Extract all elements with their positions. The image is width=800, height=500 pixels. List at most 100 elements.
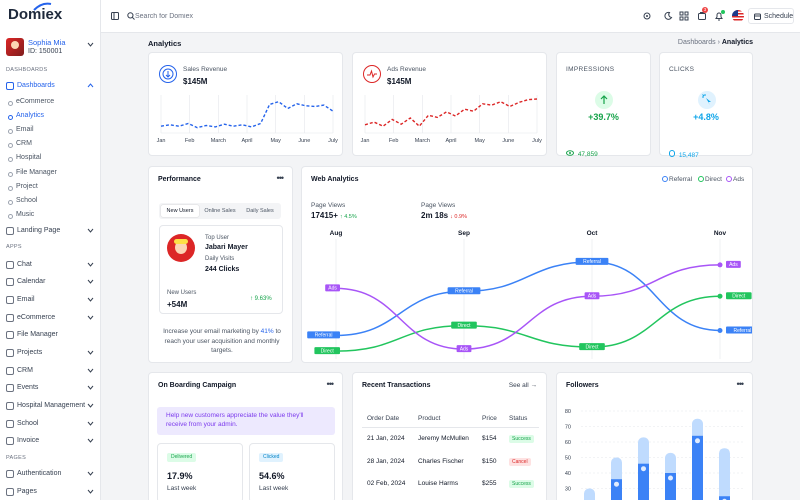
settings-icon[interactable] (642, 11, 652, 21)
chat-icon (6, 261, 14, 269)
x-tick-label: March (211, 138, 226, 144)
sidebar-sub-ecommerce[interactable]: eCommerce (8, 98, 54, 106)
legend-referral[interactable]: Referral (662, 176, 692, 183)
data-label-bg (726, 292, 752, 300)
sidebar-item-authentication[interactable]: Authentication (6, 470, 96, 481)
x-tick-label: May (270, 138, 281, 144)
chevron-down-icon (87, 350, 94, 355)
tab-online-sales[interactable]: Online Sales (204, 208, 236, 214)
search-input[interactable] (135, 9, 285, 23)
x-tick-label: Sep (458, 230, 470, 237)
avatar (167, 234, 195, 262)
transactions-card: Recent Transactions See all → Order Date… (352, 372, 547, 500)
breadcrumb-parent[interactable]: Dashboards (677, 39, 716, 46)
language-flag-icon[interactable] (732, 10, 744, 22)
pages-icon (6, 488, 14, 496)
sidebar-item-file-manager[interactable]: File Manager (6, 331, 96, 342)
y-tick-label: 40 (565, 471, 571, 477)
tab-new-users[interactable]: New Users (161, 205, 199, 217)
sidebar-item-crm[interactable]: CRM (6, 367, 96, 378)
bar-dot (695, 438, 700, 444)
sidebar-item-pages[interactable]: Pages (6, 488, 96, 499)
data-label: Ads (588, 294, 597, 300)
sidebar: Domiex Sophia Mia ID: 150001 DASHBOARDS … (0, 0, 101, 500)
see-all-link[interactable]: See all → (508, 382, 537, 389)
legend-ads[interactable]: Ads (726, 176, 744, 183)
x-tick-label: June (502, 138, 514, 144)
dark-mode-icon[interactable] (663, 11, 673, 21)
table-cell-product: Jeremy McMullen (418, 435, 469, 442)
sidebar-item-email[interactable]: Email (6, 296, 96, 307)
clicked-sub: Last week (259, 485, 289, 492)
breadcrumb-separator-icon: › (717, 39, 722, 46)
y-tick-label: 30 (565, 487, 571, 493)
sidebar-item-landing-page[interactable]: Landing Page (6, 227, 96, 238)
sidebar-item-chat[interactable]: Chat (6, 261, 96, 272)
tab-daily-sales[interactable]: Daily Sales (246, 208, 274, 214)
chevron-down-icon (87, 262, 94, 267)
user-profile[interactable]: Sophia Mia ID: 150001 (6, 37, 96, 59)
sidebar-sub-project[interactable]: Project (8, 183, 38, 191)
impressions-change: +39.7% (588, 112, 619, 122)
sidebar-item-invoice[interactable]: Invoice (6, 437, 96, 448)
sparkline-series (160, 100, 334, 129)
sidebar-sub-crm[interactable]: CRM (8, 140, 32, 148)
data-point (717, 262, 723, 268)
menu-toggle-icon[interactable] (111, 12, 119, 20)
notification-count-badge: 3 (702, 7, 708, 13)
sidebar-item-hospital-management[interactable]: Hospital Management (6, 402, 96, 413)
data-label: Referral (734, 328, 752, 334)
brand-logo[interactable]: Domiex (8, 2, 62, 23)
sidebar-item-school[interactable]: School (6, 420, 96, 431)
top-user-label: Top User (205, 235, 230, 241)
sidebar-sub-music[interactable]: Music (8, 211, 34, 219)
breadcrumb-current: Analytics (721, 39, 753, 46)
sidebar-sub-email[interactable]: Email (8, 126, 34, 134)
onboarding-notice: Help new customers appreciate the value … (157, 407, 335, 435)
col-status: Status (509, 415, 528, 422)
x-tick-label: April (445, 138, 456, 144)
legend-direct[interactable]: Direct (698, 176, 722, 183)
page-title: Analytics (148, 39, 182, 48)
sidebar-sub-hospital[interactable]: Hospital (8, 154, 41, 162)
bar-dot (641, 466, 646, 472)
more-options-icon[interactable]: ••• (736, 379, 745, 389)
performance-note: Increase your email marketing by 41% to … (163, 328, 281, 354)
x-tick-label: Feb (389, 138, 398, 144)
schedule-button[interactable]: Schedule (748, 8, 794, 24)
sidebar-item-ecommerce[interactable]: eCommerce (6, 314, 96, 325)
data-label-bg (584, 292, 600, 300)
status-badge: Success (509, 480, 534, 488)
sidebar-item-calendar[interactable]: Calendar (6, 278, 96, 289)
performance-card: Performance ••• New Users Online Sales D… (148, 166, 293, 363)
data-label: Direct (585, 344, 599, 350)
data-label-bg (575, 257, 609, 265)
clicks-count: 15,487 (669, 150, 699, 159)
col-order-date: Order Date (367, 415, 400, 422)
sidebar-sub-school[interactable]: School (8, 197, 37, 205)
apps-grid-icon[interactable] (679, 11, 689, 21)
sales-revenue-sparkline: Jan Feb March April May June July (157, 95, 338, 144)
sales-revenue-value: $145M (183, 77, 208, 86)
sidebar-item-dashboards[interactable]: Dashboards (6, 82, 96, 93)
more-options-icon[interactable]: ••• (326, 379, 335, 389)
topbar: 3 Schedule (101, 0, 800, 33)
chevron-down-icon (87, 297, 94, 302)
cart-icon[interactable] (697, 11, 707, 21)
status-badge: Success (509, 435, 534, 443)
bar-dot (668, 475, 673, 481)
data-point (717, 293, 723, 299)
sales-revenue-card: Sales Revenue $145M Jan Feb March April May J… (148, 52, 343, 156)
bell-icon[interactable] (714, 11, 724, 21)
crm-icon (6, 367, 14, 375)
web-analytics-chart: Aug Sep Oct Nov Referral Referral Referral Refe… (307, 230, 752, 359)
sidebar-item-projects[interactable]: Projects (6, 349, 96, 360)
sidebar-sub-file-manager[interactable]: File Manager (8, 169, 57, 177)
data-label-bg (451, 321, 477, 329)
followers-chart: 80 70 60 50 40 30 (565, 409, 745, 500)
sidebar-sub-analytics[interactable]: Analytics (8, 112, 44, 120)
page-views-label-2: Page Views (421, 202, 456, 209)
sidebar-item-events[interactable]: Events (6, 384, 96, 395)
more-options-icon[interactable]: ••• (276, 173, 285, 183)
calendar-icon (6, 278, 14, 286)
